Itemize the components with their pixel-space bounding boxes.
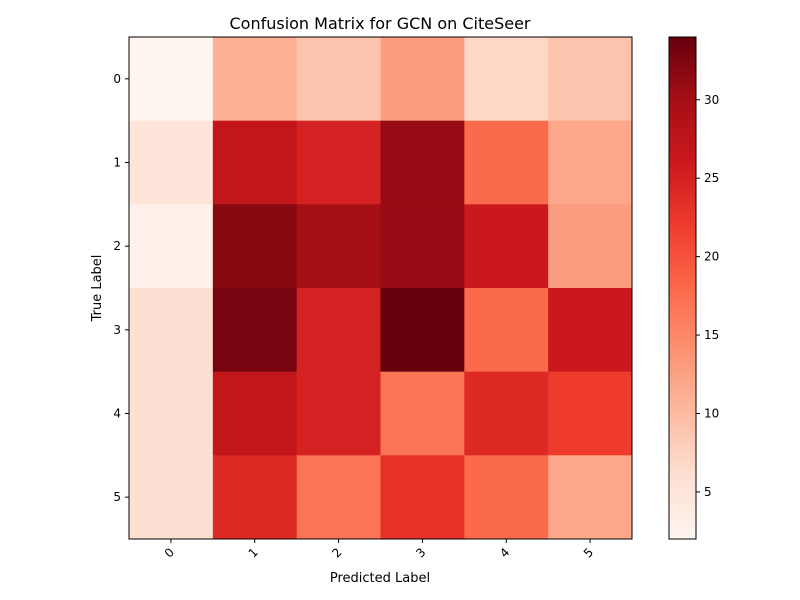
heatmap-cell xyxy=(548,371,633,456)
x-tick-label: 0 xyxy=(162,545,177,560)
colorbar-tick-label: 10 xyxy=(704,407,719,421)
x-tick-label: 5 xyxy=(581,545,596,560)
heatmap-cell xyxy=(129,120,214,205)
heatmap-cell xyxy=(464,120,549,205)
x-tick-label: 4 xyxy=(497,545,512,560)
heatmap-cells xyxy=(129,37,633,540)
heatmap-cell xyxy=(296,371,381,456)
x-axis-ticks: 0 1 2 3 4 5 xyxy=(162,539,596,561)
heatmap-cell xyxy=(380,288,465,373)
y-tick-label: 2 xyxy=(113,239,121,253)
heatmap-cell xyxy=(129,37,214,122)
heatmap-cell xyxy=(548,204,633,289)
heatmap-cell xyxy=(212,37,298,122)
heatmap-cell xyxy=(380,37,465,122)
heatmap-cell xyxy=(212,455,298,540)
heatmap-cell xyxy=(296,288,381,373)
heatmap-cell xyxy=(212,371,298,456)
heatmap-cell xyxy=(296,37,381,122)
heatmap-cell xyxy=(464,37,549,122)
y-tick-label: 0 xyxy=(113,72,121,86)
x-tick-label: 2 xyxy=(329,545,344,560)
heatmap-cell xyxy=(548,37,633,122)
x-tick-label: 3 xyxy=(413,545,428,560)
heatmap-cell xyxy=(464,371,549,456)
x-axis-label: Predicted Label xyxy=(330,571,430,586)
heatmap-cell xyxy=(296,120,381,205)
heatmap-cell xyxy=(548,288,633,373)
colorbar-tick-label: 30 xyxy=(704,93,719,107)
plot-frame xyxy=(128,36,633,540)
y-axis-ticks: 0 1 2 3 4 5 xyxy=(113,72,129,504)
y-tick-label: 1 xyxy=(113,156,121,170)
heatmap-cell xyxy=(129,288,214,373)
y-tick-label: 4 xyxy=(113,407,121,421)
heatmap-cell xyxy=(464,204,549,289)
y-tick-label: 3 xyxy=(113,323,121,337)
colorbar xyxy=(668,36,697,540)
heatmap-cell xyxy=(548,120,633,205)
heatmap-cell xyxy=(380,371,465,456)
heatmap-cell xyxy=(296,455,381,540)
colorbar-tick-label: 25 xyxy=(704,171,719,185)
heatmap-cell xyxy=(380,455,465,540)
y-tick-label: 5 xyxy=(113,490,121,504)
colorbar-tick-label: 5 xyxy=(704,485,712,499)
colorbar-tick-label: 15 xyxy=(704,328,719,342)
heatmap-cell xyxy=(380,204,465,289)
x-tick-label: 1 xyxy=(246,545,261,560)
heatmap-cell xyxy=(548,455,633,540)
heatmap-cell xyxy=(212,204,298,289)
y-axis-label: True Label xyxy=(90,255,105,323)
heatmap-cell xyxy=(129,371,214,456)
heatmap-cell xyxy=(296,204,381,289)
heatmap-cell xyxy=(380,120,465,205)
colorbar-ticks: 5 10 15 20 25 30 xyxy=(696,93,719,499)
heatmap-cell xyxy=(464,288,549,373)
heatmap-cell xyxy=(464,455,549,540)
heatmap-cell xyxy=(212,120,298,205)
chart-title: Confusion Matrix for GCN on CiteSeer xyxy=(229,14,530,33)
heatmap-cell xyxy=(129,455,214,540)
heatmap-cell xyxy=(129,204,214,289)
colorbar-tick-label: 20 xyxy=(704,250,719,264)
heatmap-cell xyxy=(212,288,298,373)
